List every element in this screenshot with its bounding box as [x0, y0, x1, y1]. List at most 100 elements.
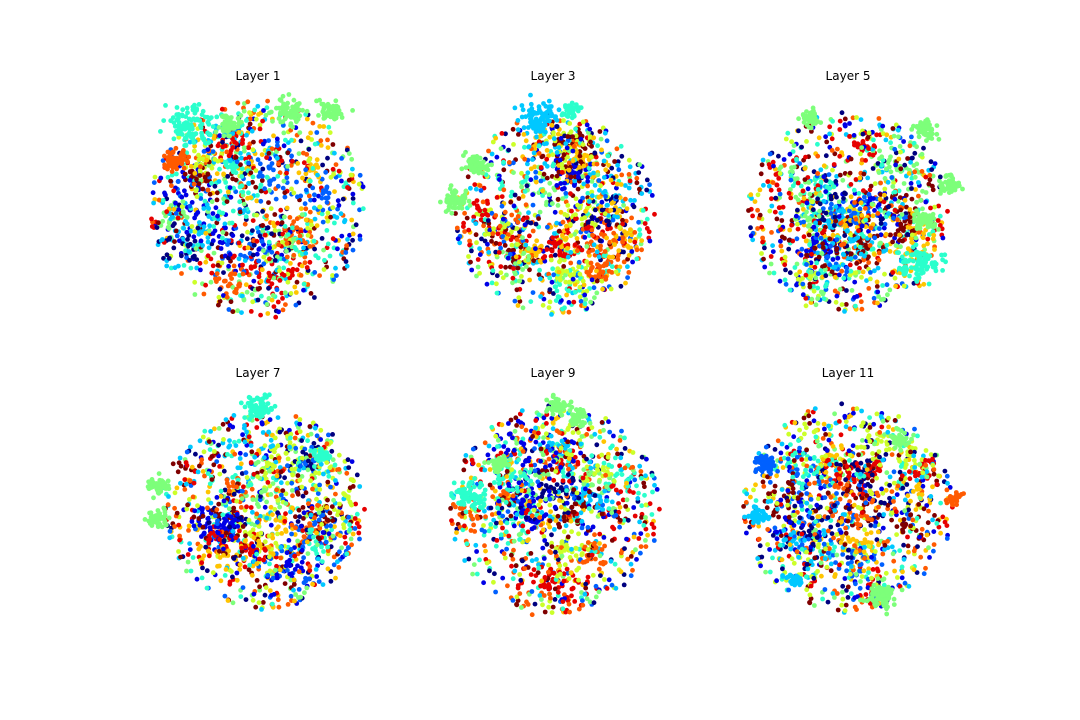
scatter-point	[494, 281, 499, 287]
scatter-point	[314, 130, 320, 135]
scatter-point	[811, 240, 817, 246]
scatter-point	[241, 108, 247, 114]
scatter-point	[242, 253, 248, 259]
scatter-point	[782, 235, 787, 241]
scatter-point	[210, 263, 216, 269]
scatter-point	[336, 168, 342, 174]
scatter-point	[505, 255, 511, 261]
scatter-point	[571, 143, 577, 149]
scatter-point	[334, 215, 340, 220]
scatter-point	[907, 219, 913, 225]
scatter-point	[280, 307, 286, 313]
scatter-point	[778, 243, 784, 249]
scatter-point	[826, 172, 832, 178]
scatter-point	[166, 220, 172, 226]
scatter-point	[568, 129, 574, 135]
scatter-point	[852, 142, 857, 148]
scatter-point	[240, 189, 246, 195]
scatter-point	[196, 157, 202, 163]
scatter-point	[647, 182, 652, 188]
scatter-point	[214, 190, 220, 196]
scatter-point	[568, 260, 574, 266]
scatter-point	[779, 218, 785, 223]
scatter-point	[521, 132, 527, 137]
scatter-point	[201, 149, 207, 154]
scatter-point	[866, 260, 872, 265]
scatter-point	[344, 263, 350, 269]
scatter-point	[921, 262, 927, 268]
scatter-point	[462, 210, 467, 216]
scatter-point	[572, 242, 578, 248]
scatter-point	[192, 215, 198, 221]
scatter-point	[762, 245, 767, 251]
scatter-point	[542, 122, 548, 128]
scatter-point	[454, 225, 460, 231]
scatter-point	[322, 257, 327, 263]
scatter-point	[211, 224, 217, 229]
scatter-point	[912, 174, 918, 180]
scatter-point	[246, 160, 252, 166]
scatter-point	[863, 206, 868, 211]
scatter-point	[264, 105, 270, 111]
scatter-point	[849, 288, 855, 293]
scatter-point	[801, 196, 807, 201]
scatter-point	[923, 212, 928, 218]
scatter-point	[294, 179, 299, 185]
scatter-point	[303, 187, 309, 193]
scatter-point	[214, 220, 220, 226]
scatter-point	[308, 197, 313, 203]
scatter-point	[516, 259, 522, 265]
scatter-point	[206, 214, 212, 219]
scatter-point	[803, 303, 809, 309]
scatter-point	[210, 124, 216, 129]
scatter-point	[782, 254, 788, 260]
scatter-point	[324, 215, 330, 221]
scatter-point	[216, 302, 221, 308]
scatter-point	[787, 270, 793, 276]
scatter-point	[925, 236, 931, 242]
scatter-point	[324, 200, 330, 205]
scatter-points	[149, 92, 366, 320]
scatter-point	[854, 115, 859, 120]
scatter-point	[582, 235, 588, 240]
scatter-point	[950, 182, 956, 188]
scatter-point	[245, 99, 251, 105]
scatter-point	[863, 217, 869, 223]
scatter-point	[914, 279, 920, 284]
scatter-point	[264, 174, 270, 180]
scatter-point	[533, 221, 539, 227]
scatter-point	[832, 274, 838, 280]
scatter-point	[320, 219, 326, 225]
scatter-point	[459, 166, 465, 172]
scatter-point	[636, 170, 642, 176]
scatter-point	[912, 169, 918, 175]
scatter-point	[783, 267, 788, 273]
scatter-point	[584, 259, 590, 264]
scatter-point	[875, 289, 881, 295]
scatter-point	[876, 116, 882, 121]
scatter-point	[604, 138, 610, 144]
scatter-point	[298, 193, 304, 199]
scatter-point	[877, 241, 883, 246]
scatter-point	[828, 211, 834, 216]
scatter-point	[590, 247, 596, 253]
scatter-point	[870, 166, 876, 171]
scatter-point	[307, 157, 312, 163]
scatter-point	[575, 174, 581, 180]
scatter-point	[847, 134, 852, 139]
scatter-point	[215, 213, 220, 219]
scatter-point	[475, 155, 480, 161]
scatter-point	[257, 126, 263, 132]
scatter-point	[872, 235, 878, 241]
scatter-point	[879, 154, 885, 160]
scatter-point	[325, 210, 331, 216]
scatter-point	[777, 171, 783, 176]
scatter-point	[770, 180, 776, 186]
scatter-point	[589, 193, 595, 199]
scatter-point	[604, 203, 610, 208]
scatter-point	[293, 302, 299, 308]
scatter-point	[314, 157, 320, 163]
scatter-point	[816, 213, 822, 219]
scatter-point	[285, 100, 290, 106]
scatter-point	[562, 180, 568, 186]
